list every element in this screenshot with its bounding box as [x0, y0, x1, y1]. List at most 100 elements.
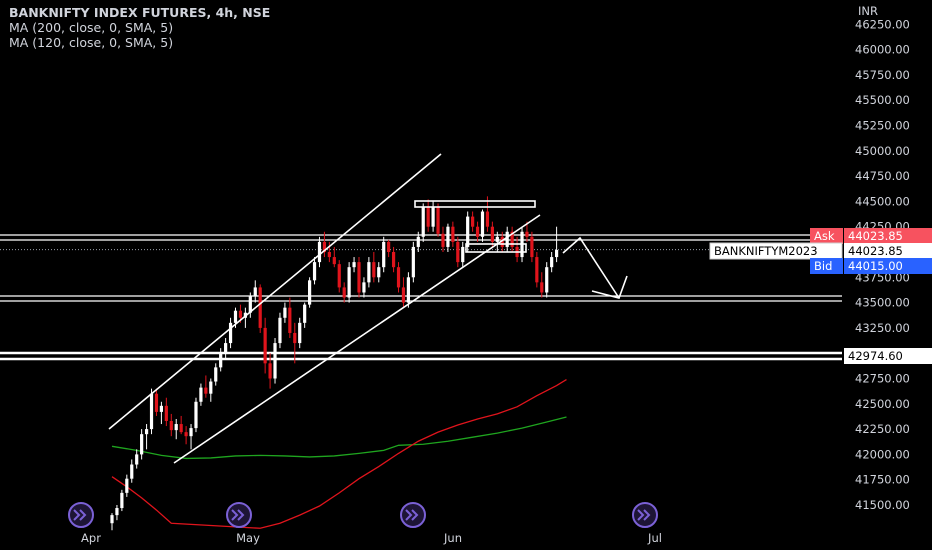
legend-ma200[interactable]: MA (200, close, 0, SMA, 5) [9, 20, 174, 35]
ask-value: 44023.85 [844, 228, 932, 244]
time-axis[interactable]: Apr May Jun Jul [81, 531, 662, 545]
event-markers[interactable] [68, 502, 658, 528]
bid-label-bg [810, 258, 843, 274]
candle-body [194, 401, 198, 429]
candle [352, 257, 356, 273]
candle-body [500, 236, 504, 247]
candle-body [199, 387, 203, 402]
candle-body [391, 252, 396, 268]
candle [224, 338, 228, 359]
event-ring [226, 502, 252, 528]
candle [416, 231, 420, 252]
candle-body [357, 262, 361, 293]
y-tick-label: 44500.00 [855, 194, 910, 208]
candle-body [169, 421, 173, 431]
candle [342, 282, 346, 303]
forward-icon [637, 509, 651, 521]
candle-body [411, 246, 415, 278]
candle-body [184, 432, 188, 437]
candle-body [352, 262, 356, 268]
candle-body [238, 310, 243, 318]
candle-body [214, 367, 218, 382]
event-marker-2[interactable] [226, 502, 252, 528]
candle [303, 302, 307, 328]
candle-body [461, 246, 465, 263]
symbol-tag-bg [709, 242, 843, 260]
y-tick-label: 43250.00 [855, 321, 910, 335]
candle-body [228, 322, 233, 344]
candle [248, 292, 252, 318]
event-ring [68, 502, 94, 528]
candle [475, 221, 480, 242]
forward-icon-chevron-1 [637, 509, 645, 521]
event-marker-4[interactable] [632, 502, 658, 528]
candle-body [421, 206, 425, 237]
candle [490, 221, 494, 247]
candle-body [263, 327, 267, 364]
legend-ma120[interactable]: MA (120, close, 0, SMA, 5) [9, 35, 174, 50]
candle [115, 505, 119, 521]
candle [140, 429, 144, 460]
candle [268, 353, 272, 389]
candle-body [480, 211, 485, 237]
candle-body [416, 236, 420, 247]
candle [179, 415, 183, 435]
candle [283, 302, 287, 323]
candle-body [219, 353, 223, 368]
ma120-line [111, 378, 567, 529]
candle [505, 226, 509, 252]
price-tags: Ask 44023.85 BANKNIFTYM2023 44023.85 Bid 4401… [709, 228, 932, 364]
forward-icon-chevron-1 [405, 509, 413, 521]
candle-body [140, 434, 144, 455]
y-tick-label: 46000.00 [855, 43, 910, 57]
candle-body [154, 393, 159, 412]
candle [461, 241, 465, 268]
candle-body [401, 287, 406, 303]
forward-icon-chevron-1 [73, 509, 81, 521]
candle-body [209, 381, 213, 394]
candle-body [535, 257, 539, 283]
candle-body [426, 206, 430, 227]
candle-body [456, 241, 460, 263]
legend-title[interactable]: BANKNIFTY INDEX FUTURES, 4h, NSE [9, 5, 271, 20]
x-tick-label: Jun [443, 531, 462, 545]
candle [209, 378, 213, 402]
y-tick-label: 43500.00 [855, 296, 910, 310]
candle [293, 322, 297, 364]
candle [525, 221, 529, 242]
ask-label-text: Ask [814, 229, 835, 243]
candle [367, 257, 371, 288]
y-tick-label: 41500.00 [855, 498, 910, 512]
candle-body [545, 267, 549, 293]
candle-body [451, 226, 455, 242]
candle [273, 338, 277, 384]
candle [317, 236, 322, 268]
candle [480, 209, 485, 242]
candle-body [278, 317, 282, 344]
candle-body [555, 249, 559, 258]
y-tick-label: 41750.00 [855, 473, 910, 487]
ask-label-bg [810, 228, 843, 244]
forward-icon-chevron-2 [237, 509, 245, 521]
candle [451, 221, 455, 247]
candle-body [471, 216, 475, 227]
event-marker-3[interactable] [400, 502, 426, 528]
candle-body [475, 226, 480, 237]
candle [347, 262, 351, 303]
candle [391, 246, 396, 273]
candle-body [530, 236, 534, 258]
candle-body [298, 322, 302, 344]
candle-body [308, 280, 312, 305]
event-marker-1[interactable] [68, 502, 94, 528]
candle-body [367, 262, 371, 283]
x-tick-label: Jul [647, 531, 662, 545]
candle-body [347, 267, 351, 298]
candle [110, 513, 114, 531]
candle-body [174, 424, 178, 431]
forward-icon-chevron-2 [79, 509, 87, 521]
top-range-box-lower [465, 243, 527, 253]
candle [337, 260, 341, 293]
candle [278, 312, 282, 349]
candle [228, 317, 233, 349]
